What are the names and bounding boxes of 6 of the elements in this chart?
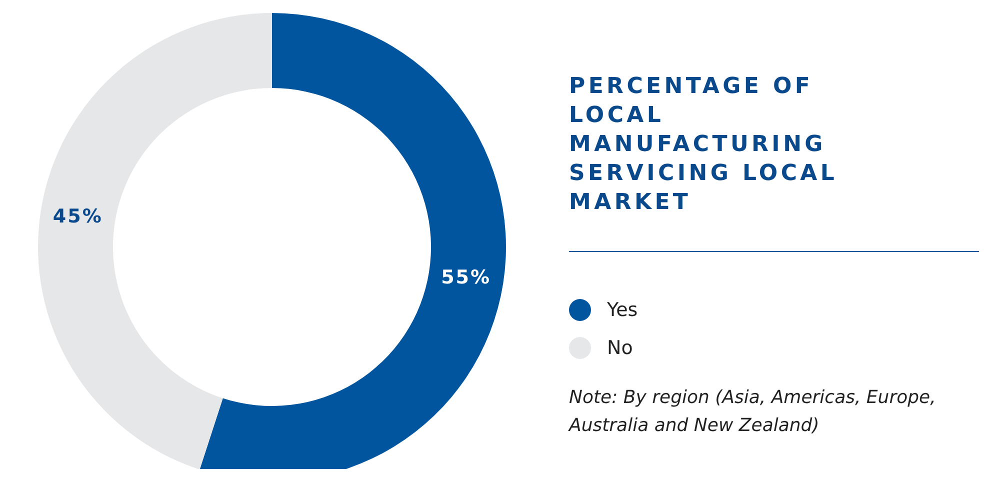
text: PERCENTAGE OF LOCAL MANUFACTURING SERVICING LOCAL MARKET: [569, 73, 839, 217]
data-label: 45%: [52, 205, 103, 228]
text: Note: By region (Asia, Americas, Europe, Australia and New Zealand): [569, 386, 937, 438]
legend-label: Yes: [607, 299, 638, 321]
data-label: 55%: [441, 266, 492, 289]
legend-label: No: [607, 337, 633, 359]
